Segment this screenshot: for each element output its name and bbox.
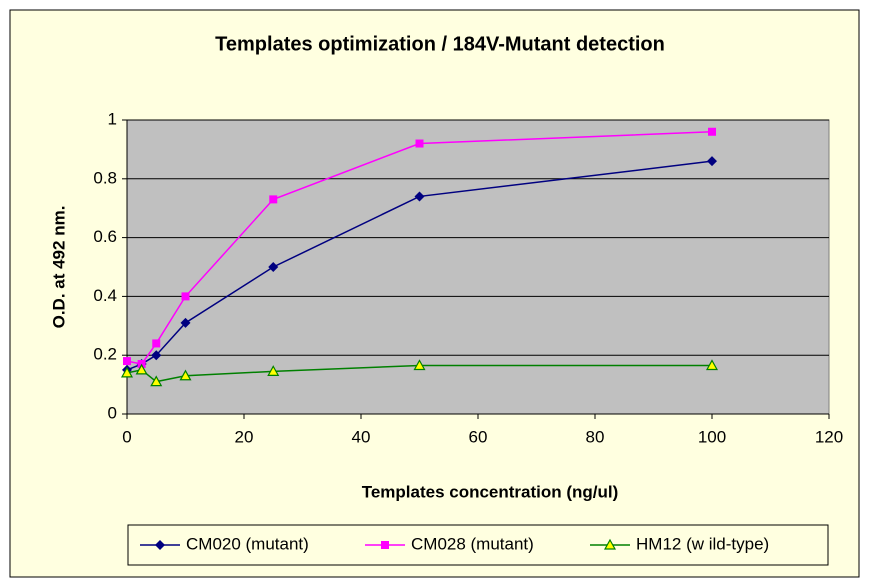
data-point [152, 339, 160, 347]
data-point [123, 357, 131, 365]
x-tick-label: 0 [122, 427, 131, 446]
y-tick-label: 0.2 [93, 345, 117, 364]
x-tick-label: 20 [235, 427, 254, 446]
x-axis-label: Templates concentration (ng/ul) [362, 482, 619, 501]
x-tick-label: 80 [586, 427, 605, 446]
legend-label: CM028 (mutant) [411, 534, 534, 553]
x-tick-label: 40 [352, 427, 371, 446]
chart: Templates optimization / 184V-Mutant det… [0, 0, 869, 587]
y-tick-label: 0.4 [93, 286, 117, 305]
plot-area [127, 120, 829, 414]
data-point [708, 128, 716, 136]
legend-label: CM020 (mutant) [186, 534, 309, 553]
y-tick-label: 1 [108, 109, 117, 128]
y-tick-label: 0 [108, 403, 117, 422]
page: Templates optimization / 184V-Mutant det… [0, 0, 869, 587]
data-point [269, 195, 277, 203]
chart-title: Templates optimization / 184V-Mutant det… [215, 33, 665, 55]
data-point [416, 140, 424, 148]
data-point [182, 292, 190, 300]
y-tick-label: 0.6 [93, 227, 117, 246]
y-tick-label: 0.8 [93, 168, 117, 187]
y-axis-label: O.D. at 492 nm. [49, 206, 68, 329]
legend-marker [381, 541, 389, 549]
x-tick-label: 100 [698, 427, 726, 446]
legend-label: HM12 (w ild-type) [636, 534, 769, 553]
x-tick-label: 60 [469, 427, 488, 446]
x-tick-label: 120 [815, 427, 843, 446]
